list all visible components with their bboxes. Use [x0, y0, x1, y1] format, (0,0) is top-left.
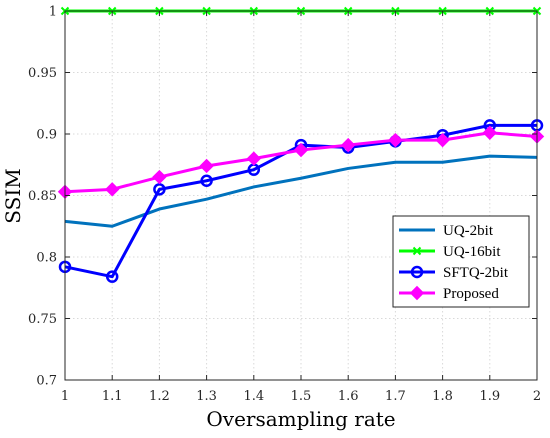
y-tick-label: 0.95 — [28, 66, 57, 81]
legend-label: Proposed — [443, 286, 499, 302]
data-point-proposed — [388, 132, 403, 148]
data-point-proposed — [293, 142, 309, 158]
x-tick-label: 1.5 — [291, 389, 312, 404]
series-uq-2bit — [64, 154, 538, 228]
y-tick-label: 0.8 — [36, 251, 57, 266]
x-tick-label: 1.7 — [385, 389, 406, 404]
y-tick-label: 0.7 — [36, 374, 57, 389]
x-axis-label: Oversampling rate — [206, 407, 395, 431]
data-point-proposed — [482, 125, 498, 140]
legend-marker — [409, 285, 425, 301]
data-point-proposed — [246, 151, 262, 166]
data-point-sftq-2bit — [105, 270, 119, 283]
x-tick-label: 1.6 — [338, 389, 359, 404]
x-tick-label: 2 — [533, 389, 541, 404]
x-tick-label: 1.4 — [243, 389, 264, 404]
data-point-sftq-2bit — [153, 183, 166, 196]
legend-marker — [410, 265, 424, 279]
x-tick-label: 1.8 — [432, 389, 453, 404]
data-point-proposed — [152, 169, 167, 185]
y-axis-label: SSIM — [1, 168, 25, 223]
y-tick-label: 1 — [49, 5, 57, 20]
x-tick-label: 1 — [61, 389, 69, 404]
y-tick-label: 0.85 — [28, 189, 57, 204]
data-point-proposed — [340, 137, 356, 153]
data-point-proposed — [199, 158, 214, 174]
x-tick-label: 1.2 — [149, 389, 170, 404]
x-axis-ticks: 1 1.1 1.2 1.3 1.4 1.5 1.6 1.7 1.8 1.9 2 — [61, 11, 541, 404]
x-tick-label: 1.1 — [102, 389, 123, 404]
legend-label: UQ-2bit — [443, 223, 494, 239]
legend-item-uq-2bit: UQ-2bit — [399, 223, 494, 239]
legend-marker — [412, 246, 422, 256]
data-point-sftq-2bit — [200, 174, 213, 187]
data-point-proposed — [435, 132, 450, 148]
legend-item-proposed: Proposed — [399, 285, 499, 302]
x-tick-label: 1.3 — [196, 389, 217, 404]
legend-label: SFTQ-2bit — [443, 265, 509, 281]
y-tick-label: 0.9 — [36, 128, 57, 143]
y-tick-label: 0.75 — [28, 312, 57, 327]
series-line-uq-2bit — [64, 154, 538, 228]
legend-label: UQ-16bit — [443, 244, 501, 260]
legend: UQ-2bit UQ-16bit SFTQ-2bit Proposed — [392, 215, 530, 308]
x-tick-label: 1.9 — [479, 389, 500, 404]
data-point-proposed — [104, 182, 120, 197]
legend-item-uq-16bit: UQ-16bit — [399, 244, 501, 260]
series-proposed — [57, 125, 545, 200]
y-axis-ticks: 0.7 0.75 0.8 0.85 0.9 0.95 1 — [28, 5, 537, 389]
legend-item-sftq-2bit: SFTQ-2bit — [399, 265, 509, 281]
